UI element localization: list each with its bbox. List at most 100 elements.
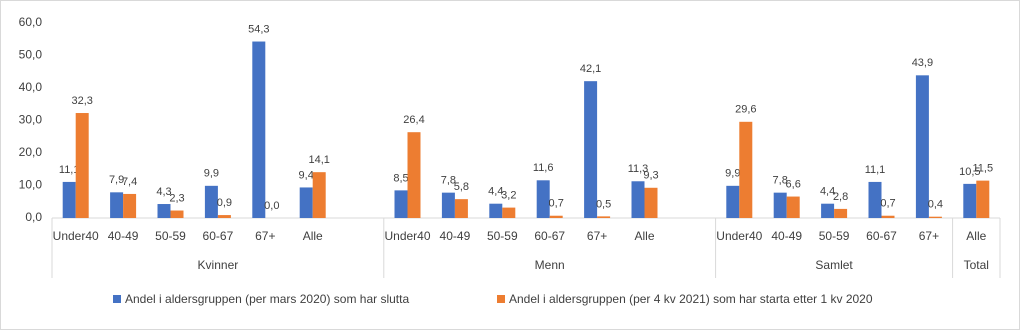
- y-tick-label: 10,0: [19, 178, 43, 192]
- x-tick-label: Alle: [966, 229, 986, 243]
- value-label: 9,3: [643, 170, 658, 182]
- value-label: 26,4: [403, 114, 424, 126]
- x-tick-label: 60-67: [203, 229, 234, 243]
- bar: [62, 181, 76, 218]
- value-label: 11,1: [59, 164, 80, 176]
- group-label: Menn: [535, 258, 565, 272]
- value-label: 0,0: [264, 200, 279, 212]
- value-label: 7,8: [773, 175, 788, 187]
- value-label: 9,9: [204, 168, 219, 180]
- y-tick-label: 30,0: [19, 113, 43, 127]
- x-tick-label: 40-49: [440, 229, 471, 243]
- bar: [726, 185, 740, 218]
- bar: [821, 203, 835, 218]
- value-label: 43,9: [912, 57, 933, 69]
- value-label: 9,4: [299, 169, 314, 181]
- x-tick-label: 40-49: [108, 229, 139, 243]
- value-label: 14,1: [308, 154, 329, 166]
- value-label: 4,4: [820, 186, 835, 198]
- x-tick-label: 50-59: [155, 229, 186, 243]
- y-tick-label: 0,0: [25, 210, 42, 224]
- value-label: 2,8: [833, 191, 848, 203]
- bar: [773, 192, 787, 218]
- group-label: Samlet: [815, 258, 853, 272]
- value-label: 11,5: [973, 163, 994, 175]
- value-label: 9,9: [725, 168, 740, 180]
- value-label: 11,3: [628, 163, 649, 175]
- bar: [489, 203, 503, 218]
- value-label: 32,3: [71, 95, 92, 107]
- value-label: 29,6: [735, 104, 756, 116]
- bar: [204, 185, 218, 218]
- x-tick-label: 67+: [919, 229, 939, 243]
- bar: [75, 113, 89, 218]
- bar: [881, 215, 895, 218]
- bar: [217, 215, 231, 218]
- value-label: 2,3: [169, 192, 184, 204]
- bar: [157, 204, 171, 218]
- bar: [441, 192, 455, 218]
- bar: [631, 181, 645, 218]
- legend-label: Andel i aldersgruppen (per mars 2020) so…: [125, 292, 409, 306]
- x-tick-label: 67+: [587, 229, 607, 243]
- value-label: 42,1: [580, 63, 601, 75]
- legend-swatch: [113, 295, 121, 303]
- bar: [407, 132, 421, 218]
- x-tick-label: 50-59: [487, 229, 518, 243]
- value-label: 6,6: [786, 178, 801, 190]
- legend-swatch: [497, 295, 505, 303]
- bar: [644, 187, 658, 218]
- bar: [976, 180, 990, 218]
- value-label: 7,8: [441, 175, 456, 187]
- value-label: 11,1: [865, 164, 886, 176]
- bar: [549, 215, 563, 218]
- bar: [123, 193, 137, 218]
- x-tick-label: Alle: [303, 229, 323, 243]
- bar: [868, 181, 882, 218]
- bar: [597, 216, 611, 218]
- y-tick-label: 50,0: [19, 48, 43, 62]
- group-label: Total: [964, 258, 989, 272]
- value-label: 0,5: [596, 198, 611, 210]
- x-tick-label: 60-67: [534, 229, 565, 243]
- value-label: 0,4: [928, 199, 943, 211]
- bar: [454, 199, 468, 218]
- bar: [299, 187, 313, 218]
- x-tick-label: 50-59: [819, 229, 850, 243]
- value-label: 7,4: [122, 176, 137, 188]
- bar: [312, 172, 326, 218]
- y-tick-label: 20,0: [19, 145, 43, 159]
- bar: [963, 183, 977, 218]
- x-tick-label: 60-67: [866, 229, 897, 243]
- value-label: 10,5: [959, 166, 980, 178]
- x-tick-label: 67+: [255, 229, 275, 243]
- legend-label: Andel i aldersgruppen (per 4 kv 2021) so…: [509, 292, 873, 306]
- value-label: 0,9: [217, 197, 232, 209]
- value-label: 11,6: [533, 162, 554, 174]
- bar: [834, 208, 848, 218]
- bar: [502, 207, 516, 218]
- value-label: 5,8: [454, 181, 469, 193]
- value-label: 0,7: [880, 198, 895, 210]
- value-label: 8,5: [393, 172, 408, 184]
- value-label: 3,2: [501, 190, 516, 202]
- x-tick-label: Alle: [634, 229, 654, 243]
- y-tick-label: 60,0: [19, 15, 43, 29]
- y-tick-label: 40,0: [19, 80, 43, 94]
- value-label: 4,3: [156, 186, 171, 198]
- bar: [928, 216, 942, 218]
- bar: [739, 121, 753, 218]
- value-label: 4,4: [488, 186, 503, 198]
- value-label: 0,7: [549, 198, 564, 210]
- bar: [536, 180, 550, 218]
- bar: [252, 41, 266, 219]
- value-label: 54,3: [248, 23, 269, 35]
- bar: [170, 210, 184, 218]
- bar: [394, 190, 408, 218]
- bar: [584, 81, 598, 218]
- x-tick-label: Under40: [53, 229, 99, 243]
- bar: [915, 75, 929, 218]
- x-tick-label: Under40: [384, 229, 430, 243]
